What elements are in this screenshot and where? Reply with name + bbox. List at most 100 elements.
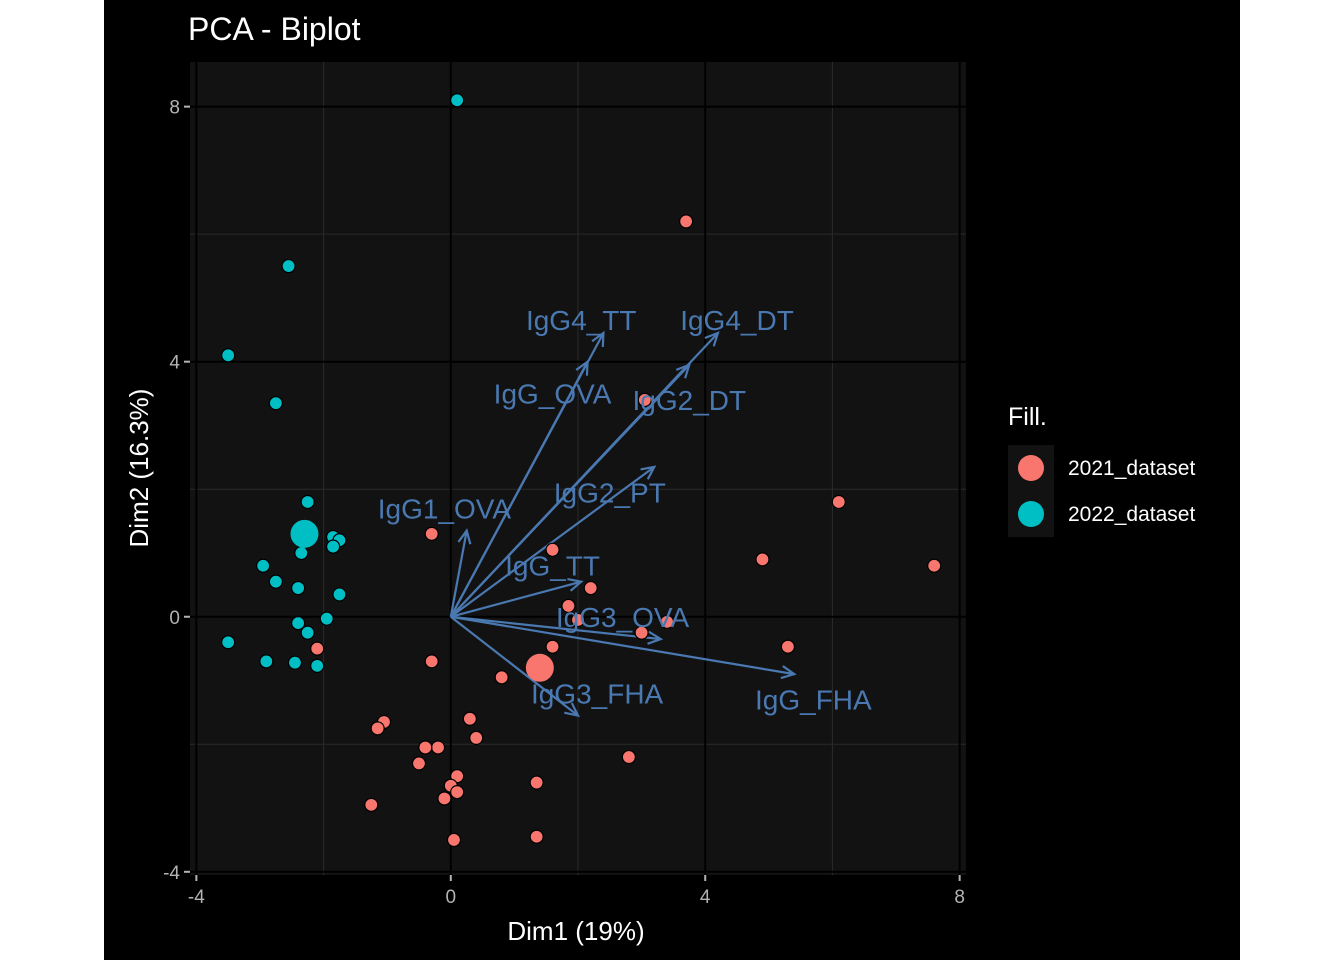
y-axis-title: Dim2 (16.3%) <box>124 389 154 548</box>
variable-label: IgG2_DT <box>633 385 747 416</box>
data-point <box>437 791 452 806</box>
data-point <box>637 392 652 408</box>
data-point <box>300 494 315 510</box>
data-point <box>268 574 283 589</box>
data-point <box>221 635 236 650</box>
data-point <box>310 658 325 673</box>
variable-labels: IgG4_TT IgG4_DT IgG_OVA IgG2_DT IgG1_OVA IgG2… <box>378 305 872 715</box>
variable-arrow <box>449 364 691 618</box>
variable-label: IgG1_OVA <box>378 493 512 524</box>
y-tick-label: 0 <box>169 608 180 629</box>
axes: -4 0 4 8 -4 0 4 8 <box>163 98 965 908</box>
x-axis-title: Dim1 (19%) <box>507 916 644 946</box>
group-centroid <box>525 653 554 682</box>
variable-arrow <box>450 615 795 676</box>
data-point <box>364 797 379 812</box>
data-point <box>319 611 334 626</box>
group-centroid <box>290 519 319 548</box>
data-point <box>430 740 446 755</box>
variable-label: IgG4_DT <box>680 305 794 336</box>
variable-arrow <box>450 580 582 618</box>
data-point <box>291 616 306 631</box>
data-point <box>300 625 315 640</box>
y-tick-label: -4 <box>163 863 180 884</box>
data-point <box>545 542 560 557</box>
variable-arrowhead <box>640 465 657 480</box>
variable-arrowhead <box>567 577 584 592</box>
plot-panel: PCA - Biplot -4 0 4 8 -4 0 4 8 IgG4_TT IgG4_DT Ig… <box>104 0 1240 960</box>
data-point <box>221 348 236 363</box>
data-point <box>294 545 309 561</box>
variable-label: IgG2_PT <box>554 477 666 508</box>
variable-arrow <box>450 466 655 618</box>
data-point <box>310 641 325 656</box>
variable-arrowhead <box>564 702 580 718</box>
legend-title: Fill. <box>1008 403 1047 431</box>
variable-label: IgG3_FHA <box>531 678 664 709</box>
variable-label: IgG_FHA <box>755 685 872 716</box>
data-point <box>831 494 846 510</box>
variable-arrowhead <box>647 630 664 645</box>
data-point <box>256 558 271 573</box>
legend-swatch-2021 <box>1018 455 1044 481</box>
data-point <box>281 258 296 274</box>
data-point <box>418 740 433 755</box>
x-tick-label: 4 <box>700 887 711 908</box>
data-points <box>221 93 942 848</box>
variable-arrow <box>450 615 579 717</box>
variable-arrowhead <box>675 363 692 379</box>
data-point <box>268 396 283 411</box>
data-point <box>424 526 439 541</box>
data-point <box>529 829 544 844</box>
data-point <box>570 612 586 628</box>
data-point <box>679 214 694 229</box>
data-point <box>259 654 274 669</box>
variable-arrow <box>449 530 468 617</box>
data-point <box>659 614 675 629</box>
data-point <box>424 654 439 669</box>
variable-label: IgG4_TT <box>526 305 636 336</box>
data-point <box>469 730 484 746</box>
variable-arrowhead <box>575 359 589 376</box>
variable-label: IgG_TT <box>505 551 600 582</box>
x-tick-label: -4 <box>188 887 205 908</box>
variable-label: IgG_OVA <box>494 379 612 410</box>
variable-arrowhead <box>780 665 797 680</box>
data-point <box>529 775 544 790</box>
data-point <box>462 711 477 726</box>
data-point <box>446 832 462 848</box>
y-tick-label: 8 <box>169 98 180 119</box>
variable-arrow <box>449 361 589 618</box>
variable-arrows <box>449 330 797 718</box>
x-tick-label: 0 <box>445 887 456 908</box>
data-point <box>780 639 796 654</box>
data-point <box>450 785 465 800</box>
data-point <box>545 639 560 654</box>
data-point <box>755 552 770 567</box>
legend: Fill. 2021_dataset 2022_dataset <box>1008 403 1195 537</box>
variable-label: IgG3_OVA <box>556 602 690 633</box>
variable-arrowhead <box>457 528 472 545</box>
data-point <box>450 93 465 108</box>
data-point <box>411 756 427 771</box>
data-point <box>326 539 341 554</box>
x-tick-label: 8 <box>954 887 965 908</box>
data-point <box>583 580 598 596</box>
y-tick-label: 4 <box>169 353 180 374</box>
data-point <box>927 558 942 573</box>
data-point <box>494 670 509 685</box>
data-point <box>561 598 576 614</box>
data-point <box>287 655 303 670</box>
data-point <box>370 721 385 736</box>
variable-arrowhead <box>591 330 605 348</box>
variable-arrow <box>450 615 661 641</box>
data-point <box>291 580 306 596</box>
legend-label-2021: 2021_dataset <box>1068 457 1195 480</box>
chart-title: PCA - Biplot <box>188 11 361 47</box>
variable-arrowhead <box>704 331 720 347</box>
data-point <box>332 587 347 602</box>
legend-label-2022: 2022_dataset <box>1068 503 1195 526</box>
data-point <box>634 625 649 640</box>
legend-swatch-2022 <box>1018 501 1044 527</box>
